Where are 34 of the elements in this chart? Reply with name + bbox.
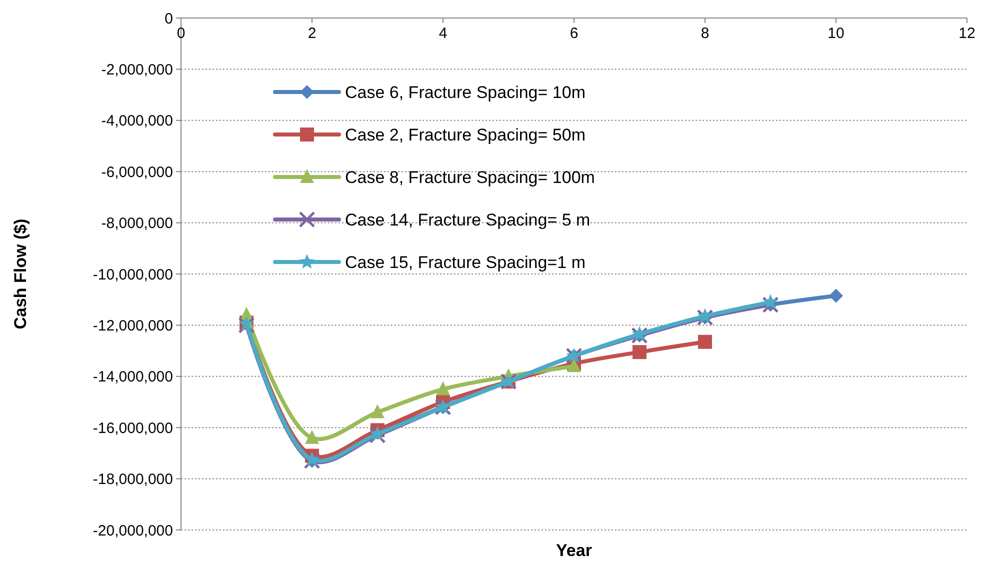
y-tick-label: -16,000,000 (92, 420, 173, 437)
point (369, 427, 386, 444)
legend-label: Case 6, Fracture Spacing= 10m (345, 82, 586, 102)
legend-label: Case 2, Fracture Spacing= 50m (345, 125, 586, 144)
y-tick-label: -14,000,000 (92, 368, 173, 386)
y-tick-label: -6,000,000 (101, 164, 173, 181)
x-tick-label: 12 (958, 25, 976, 42)
point (370, 404, 384, 418)
x-tick-label: 6 (570, 25, 578, 42)
point (436, 381, 450, 396)
y-tick-label: -12,000,000 (92, 317, 173, 334)
y-tick-label: -10,000,000 (92, 266, 173, 284)
point (238, 316, 255, 334)
point (762, 294, 778, 309)
x-tick-label: 10 (828, 25, 844, 42)
y-tick-label: -8,000,000 (101, 215, 173, 232)
y-tick-label: -18,000,000 (92, 471, 173, 488)
point (829, 288, 843, 303)
x-tick-label: 4 (438, 25, 448, 42)
y-tick-label: -4,000,000 (101, 112, 173, 130)
legend-label: Case 15, Fracture Spacing=1 m (345, 252, 586, 272)
y-axis-title: Cash Flow ($) (11, 218, 30, 330)
point (305, 430, 319, 444)
y-tick-label: 0 (164, 10, 173, 28)
y-tick-label: -20,000,000 (92, 522, 173, 540)
x-axis-title: Year (556, 541, 592, 560)
legend-label: Case 14, Fracture Spacing= 5 m (345, 210, 590, 230)
x-tick-label: 0 (176, 25, 186, 42)
legend-label: Case 8, Fracture Spacing= 100m (345, 168, 595, 187)
point (632, 345, 646, 360)
x-tick-label: 8 (700, 25, 710, 42)
point (698, 334, 712, 349)
x-tick-label: 2 (308, 25, 316, 42)
y-tick-label: -2,000,000 (101, 61, 173, 78)
